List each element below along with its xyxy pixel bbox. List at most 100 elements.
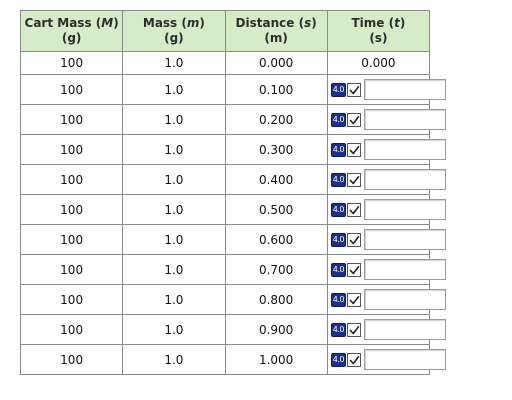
time-entry: 4.0 bbox=[328, 79, 446, 100]
version-check-badge[interactable]: 4.0 bbox=[330, 352, 361, 367]
header-row: Cart Mass (M) (g) Mass (m) (g) Distance (s)(… bbox=[19, 10, 431, 52]
distance-cell: 0.100 bbox=[224, 74, 328, 105]
time-cell: 4.0 bbox=[326, 284, 446, 315]
check-icon bbox=[346, 112, 361, 127]
header-unit: (g) bbox=[164, 31, 184, 45]
version-check-badge[interactable]: 4.0 bbox=[330, 232, 361, 247]
header-label-close: ) bbox=[399, 16, 406, 30]
version-label: 4.0 bbox=[330, 232, 346, 247]
header-label: Cart Mass (M) bbox=[21, 16, 122, 31]
time-input[interactable] bbox=[363, 229, 446, 250]
table-row: 100 1.0 0.600 4.0 bbox=[19, 224, 446, 255]
version-check-badge[interactable]: 4.0 bbox=[330, 82, 361, 97]
header-label-close: ) bbox=[311, 16, 317, 30]
header-symbol: m bbox=[186, 16, 200, 30]
check-icon bbox=[346, 172, 361, 187]
distance-cell: 0.000 bbox=[224, 51, 328, 75]
header-time: Time (t) (s) bbox=[326, 10, 431, 52]
time-entry: 4.0 bbox=[328, 199, 446, 220]
distance-cell: 0.400 bbox=[224, 164, 328, 195]
time-cell: 4.0 bbox=[326, 104, 446, 135]
time-cell: 4.0 bbox=[326, 254, 446, 285]
table-row: 100 1.0 0.200 4.0 bbox=[19, 104, 446, 135]
time-input[interactable] bbox=[363, 199, 446, 220]
version-label: 4.0 bbox=[330, 352, 346, 367]
mass-cell: 1.0 bbox=[122, 194, 226, 225]
cart-mass-cell: 100 bbox=[19, 344, 124, 375]
time-input[interactable] bbox=[363, 79, 446, 100]
distance-cell: 0.300 bbox=[224, 134, 328, 165]
distance-cell: 0.700 bbox=[224, 254, 328, 285]
cart-mass-cell: 100 bbox=[19, 284, 124, 315]
distance-cell: 0.600 bbox=[224, 224, 328, 255]
mass-cell: 1.0 bbox=[122, 134, 226, 165]
time-input[interactable] bbox=[363, 289, 446, 310]
table-row: 100 1.0 0.700 4.0 bbox=[19, 254, 446, 285]
time-input[interactable] bbox=[363, 169, 446, 190]
time-input[interactable] bbox=[363, 109, 446, 130]
time-input[interactable] bbox=[363, 349, 446, 370]
time-entry: 4.0 bbox=[328, 319, 446, 340]
time-entry: 4.0 bbox=[328, 349, 446, 370]
version-check-badge[interactable]: 4.0 bbox=[330, 142, 361, 157]
header-label-text: Distance ( bbox=[235, 16, 305, 30]
header-label: Mass (m) bbox=[123, 16, 224, 31]
header-label: Time (t) bbox=[328, 16, 429, 31]
time-cell: 4.0 bbox=[326, 134, 446, 165]
cart-mass-cell: 100 bbox=[19, 104, 124, 135]
distance-cell: 0.800 bbox=[224, 284, 328, 315]
check-icon bbox=[346, 262, 361, 277]
cart-mass-cell: 100 bbox=[19, 254, 124, 285]
cart-mass-cell: 100 bbox=[19, 314, 124, 345]
time-cell: 4.0 bbox=[326, 224, 446, 255]
time-input[interactable] bbox=[363, 139, 446, 160]
mass-cell: 1.0 bbox=[122, 51, 226, 75]
data-table: Cart Mass (M) (g) Mass (m) (g) Distance (s)(… bbox=[19, 10, 446, 375]
version-label: 4.0 bbox=[330, 262, 346, 277]
version-label: 4.0 bbox=[330, 172, 346, 187]
header-symbol: t bbox=[394, 16, 400, 30]
version-label: 4.0 bbox=[330, 292, 346, 307]
header-cart-mass: Cart Mass (M) (g) bbox=[19, 10, 124, 52]
cart-mass-cell: 100 bbox=[19, 224, 124, 255]
table-row: 100 1.0 0.100 4.0 bbox=[19, 74, 446, 105]
time-cell: 4.0 bbox=[326, 164, 446, 195]
version-check-badge[interactable]: 4.0 bbox=[330, 112, 361, 127]
mass-cell: 1.0 bbox=[122, 254, 226, 285]
time-input[interactable] bbox=[363, 319, 446, 340]
version-label: 4.0 bbox=[330, 82, 346, 97]
distance-cell: 0.500 bbox=[224, 194, 328, 225]
header-unit: (m) bbox=[264, 31, 288, 45]
header-label-text: Time ( bbox=[351, 16, 395, 30]
mass-cell: 1.0 bbox=[122, 104, 226, 135]
cart-mass-cell: 100 bbox=[19, 134, 124, 165]
header-symbol: s bbox=[304, 16, 312, 30]
time-entry: 4.0 bbox=[328, 289, 446, 310]
table-row: 100 1.0 1.000 4.0 bbox=[19, 344, 446, 375]
time-cell: 4.0 bbox=[326, 194, 446, 225]
distance-cell: 1.000 bbox=[224, 344, 328, 375]
version-label: 4.0 bbox=[330, 142, 346, 157]
mass-cell: 1.0 bbox=[122, 314, 226, 345]
header-label-text: Cart Mass ( bbox=[24, 16, 102, 30]
check-icon bbox=[346, 142, 361, 157]
check-icon bbox=[346, 82, 361, 97]
table-row: 100 1.0 0.000 0.000 bbox=[19, 51, 431, 75]
check-icon bbox=[346, 352, 361, 367]
time-cell: 4.0 bbox=[326, 314, 446, 345]
header-symbol: M bbox=[101, 16, 114, 30]
mass-cell: 1.0 bbox=[122, 344, 226, 375]
version-check-badge[interactable]: 4.0 bbox=[330, 202, 361, 217]
time-entry: 4.0 bbox=[328, 109, 446, 130]
time-input[interactable] bbox=[363, 259, 446, 280]
table-body: 100 1.0 0.000 0.000 100 1.0 0.100 4.0 100 1.0 0.20… bbox=[19, 51, 446, 375]
time-entry: 4.0 bbox=[328, 139, 446, 160]
version-check-badge[interactable]: 4.0 bbox=[330, 262, 361, 277]
version-check-badge[interactable]: 4.0 bbox=[330, 172, 361, 187]
header-mass: Mass (m) (g) bbox=[122, 10, 226, 52]
version-label: 4.0 bbox=[330, 112, 346, 127]
version-check-badge[interactable]: 4.0 bbox=[330, 292, 361, 307]
version-check-badge[interactable]: 4.0 bbox=[330, 322, 361, 337]
cart-mass-cell: 100 bbox=[19, 164, 124, 195]
time-entry: 4.0 bbox=[328, 259, 446, 280]
